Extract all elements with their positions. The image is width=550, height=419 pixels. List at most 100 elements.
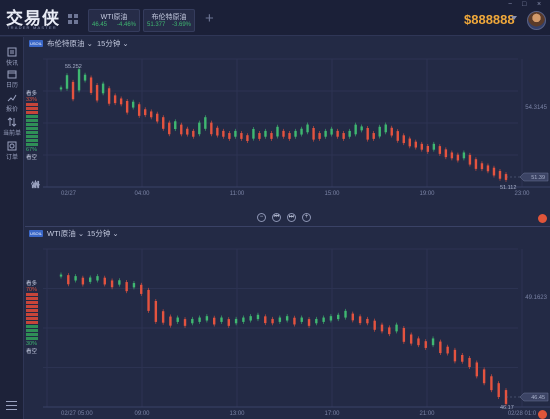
candle-body xyxy=(322,317,325,322)
add-tab-icon[interactable]: + xyxy=(205,10,214,27)
tab-brent[interactable]: 布伦特原油 51.377 -3.69% xyxy=(143,9,195,32)
candle-body xyxy=(312,128,315,140)
candlestick-chart[interactable]: 54.3145 51.39 55.252 51.112 02/27 04:00 11:00 1… xyxy=(25,37,550,226)
sentiment-bar xyxy=(26,135,38,138)
candle-body xyxy=(118,280,121,285)
candle-body xyxy=(456,154,460,161)
candle-body xyxy=(408,138,411,147)
candle-body xyxy=(384,124,387,133)
candle-body xyxy=(110,280,114,288)
current-price: 46.45 xyxy=(531,395,545,401)
x-tick-label: 02/27 xyxy=(61,191,77,197)
candle-body xyxy=(388,327,391,335)
candle-body xyxy=(216,127,219,136)
symbol-badge: USOIL xyxy=(29,40,43,47)
candle-body xyxy=(402,327,406,342)
candle-body xyxy=(446,346,449,354)
candle-body xyxy=(426,146,430,152)
sidebar-item-history[interactable]: 订单 xyxy=(0,139,24,163)
sell-label: 看空 xyxy=(26,349,38,355)
candle-body xyxy=(293,317,296,325)
candle-body xyxy=(150,111,153,118)
candle-body xyxy=(270,133,273,139)
candle-body xyxy=(59,274,63,277)
tab-change: -3.69% xyxy=(171,22,191,28)
sell-pct: 30% xyxy=(26,341,38,347)
chevron-down-icon[interactable] xyxy=(511,16,517,20)
sidebar-item-orders[interactable]: 当前单 xyxy=(0,115,24,139)
tab-wti[interactable]: WTI原油 46.45 -4.46% xyxy=(88,9,140,32)
candle-body xyxy=(294,130,297,137)
sidebar-item-calendar[interactable]: 日历 xyxy=(0,67,24,91)
candle-body xyxy=(132,283,136,288)
sentiment-bar xyxy=(26,329,38,332)
sentiment-bar xyxy=(26,131,38,134)
minimize-button[interactable]: − xyxy=(508,1,513,8)
avatar[interactable] xyxy=(527,11,546,30)
sentiment-bar xyxy=(26,325,38,328)
candle-body xyxy=(431,338,435,346)
zoom-out-button[interactable]: − xyxy=(257,213,266,222)
candle-body xyxy=(210,122,213,135)
sidebar-item-quote[interactable]: 报价 xyxy=(0,91,24,115)
sentiment-bar xyxy=(26,301,38,304)
timeframe-select[interactable]: 15分钟 ⌄ xyxy=(87,229,119,238)
scroll-end-button[interactable]: ⏭ xyxy=(287,213,296,222)
candle-body xyxy=(300,128,303,135)
candle-body xyxy=(306,124,309,133)
top-bar: 交易侠 TRADER MASTER WTI原油 46.45 -4.46% 布伦特… xyxy=(0,0,550,36)
candle-body xyxy=(366,318,369,324)
tab-price: 46.45 xyxy=(92,22,108,28)
history-icon xyxy=(7,141,17,151)
candle-body xyxy=(482,369,486,384)
candle-body xyxy=(183,319,187,326)
candle-body xyxy=(276,126,279,137)
candlestick-chart[interactable]: 49.1623 46.45 46.17 02/27 05:00 09:00 13:00 17… xyxy=(25,227,550,419)
candle-body xyxy=(83,74,87,81)
chart-symbol-select[interactable]: 布伦特原油 ⌄ xyxy=(47,39,93,48)
candle-body xyxy=(378,126,381,137)
candle-body xyxy=(360,126,363,131)
zoom-in-button[interactable]: + xyxy=(302,213,311,222)
candle-body xyxy=(74,276,77,281)
sentiment-bar xyxy=(26,115,38,118)
sentiment-bar xyxy=(26,107,38,110)
sidebar-item-news[interactable]: 快讯 xyxy=(0,45,24,69)
wave-icon[interactable] xyxy=(31,180,40,189)
candle-body xyxy=(300,317,303,322)
x-tick-label: 13:00 xyxy=(229,411,245,417)
chart-header: USOIL 布伦特原油 ⌄ 15分钟 ⌄ xyxy=(25,37,550,50)
menu-icon[interactable] xyxy=(6,401,17,413)
alarm-icon[interactable] xyxy=(538,410,547,419)
buy-label: 看多 xyxy=(26,281,38,287)
sidebar-item-label: 快讯 xyxy=(5,61,18,67)
candle-body xyxy=(252,128,255,139)
scroll-start-button[interactable]: ⏮ xyxy=(272,213,281,222)
candle-body xyxy=(95,85,99,101)
tab-name: 布伦特原油 xyxy=(151,14,187,21)
x-tick-label: 11:00 xyxy=(230,191,245,197)
timeframe-select[interactable]: 15分钟 ⌄ xyxy=(97,39,129,48)
candle-body xyxy=(169,316,172,326)
logo-subtitle: TRADER MASTER xyxy=(7,25,57,30)
maximize-button[interactable]: □ xyxy=(522,1,527,8)
candle-body xyxy=(462,152,466,159)
candle-body xyxy=(450,152,454,159)
candle-body xyxy=(318,133,321,139)
candle-body xyxy=(315,318,318,324)
candle-body xyxy=(330,128,333,135)
buy-label: 看多 xyxy=(26,91,38,97)
sentiment-bars xyxy=(26,293,38,340)
close-button[interactable]: × xyxy=(537,1,542,8)
sentiment-widget: 看多 70% 30% 看空 xyxy=(26,279,40,355)
candle-body xyxy=(256,314,260,320)
sell-pct: 67% xyxy=(26,147,38,153)
alarm-icon[interactable] xyxy=(538,214,547,223)
chart-symbol-select[interactable]: WTI原油 ⌄ xyxy=(47,229,85,238)
candle-body xyxy=(113,95,117,104)
chart-header: USOIL WTI原油 ⌄ 15分钟 ⌄ xyxy=(25,227,550,240)
apps-grid-icon[interactable] xyxy=(68,14,78,24)
account-balance[interactable]: $888888 xyxy=(464,12,515,27)
candle-body xyxy=(205,316,209,321)
x-tick-label: 17:00 xyxy=(324,411,340,417)
